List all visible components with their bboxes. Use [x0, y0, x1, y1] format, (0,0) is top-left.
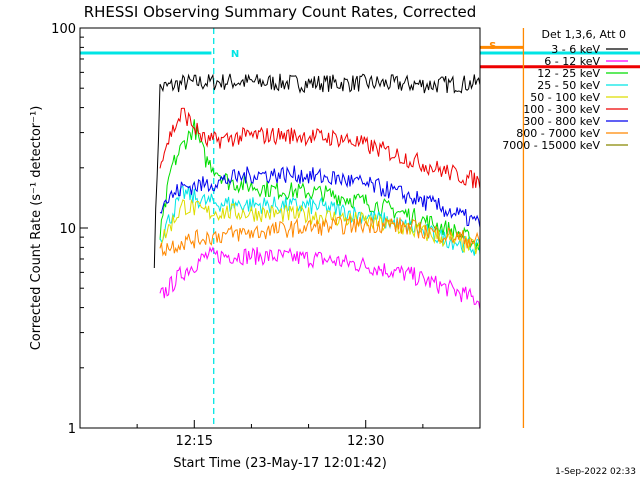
y-tick-label-1: 10	[59, 222, 76, 237]
x-axis-label: Start Time (23-May-17 12:01:42)	[173, 456, 387, 471]
series-line-4-0	[159, 198, 481, 255]
legend-label-1: 6 - 12 keV	[544, 55, 600, 68]
legend-title: Det 1,3,6, Att 0	[542, 28, 626, 41]
legend-label-5: 100 - 300 keV	[523, 103, 600, 116]
legend-label-7: 800 - 7000 keV	[516, 127, 600, 140]
series-line-2-0	[159, 119, 481, 251]
chart-title: RHESSI Observing Summary Count Rates, Co…	[84, 3, 477, 21]
series-line-0-0	[153, 73, 481, 269]
series-line-6-0	[159, 165, 481, 228]
legend-label-0: 3 - 6 keV	[551, 43, 600, 56]
series-line-5-0	[159, 107, 481, 189]
y-tick-label-0: 1	[68, 422, 76, 437]
series-line-7-0	[159, 216, 481, 257]
x-tick-label-0: 12:15	[176, 434, 213, 449]
legend-label-2: 12 - 25 keV	[537, 67, 600, 80]
legend-label-6: 300 - 800 keV	[523, 115, 600, 128]
y-tick-label-2: 100	[51, 22, 76, 37]
plot-area: NSF	[80, 28, 640, 428]
legend-label-8: 7000 - 15000 keV	[502, 139, 600, 152]
annotation-label-10: N	[231, 49, 239, 60]
y-axis-label: Corrected Count Rate (s⁻¹ detector⁻¹)	[29, 106, 44, 351]
legend-label-4: 50 - 100 keV	[530, 91, 600, 104]
timestamp: 1-Sep-2022 02:33	[555, 467, 636, 477]
annotation-label-11: S	[489, 41, 496, 52]
series-line-3-0	[159, 185, 481, 256]
x-tick-label-1: 12:30	[347, 434, 384, 449]
series-line-1-0	[159, 246, 481, 310]
legend-label-3: 25 - 50 keV	[537, 79, 600, 92]
axes: 12:15 12:30 1 10 100	[51, 22, 481, 449]
